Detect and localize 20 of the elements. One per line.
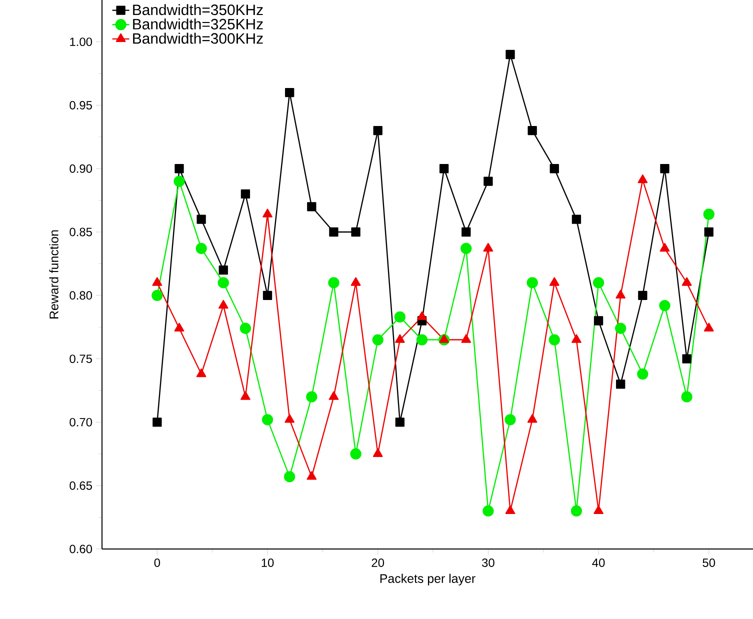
- x-tick-label: 10: [262, 558, 274, 567]
- x-tick-label: 20: [372, 558, 384, 567]
- x-tick-label: 40: [592, 558, 605, 567]
- y-tick-label: 0.85: [70, 228, 92, 236]
- x-tick-label: 0: [154, 558, 160, 567]
- y-axis-title: Reward function: [49, 230, 58, 318]
- y-tick-label: 0.80: [70, 291, 92, 300]
- x-tick-label: 50: [702, 558, 716, 567]
- x-axis-title: Packets per layer: [380, 574, 476, 586]
- y-tick-label: 0.75: [70, 354, 92, 364]
- legend-label: Bandwidth=350KHz: [133, 4, 263, 16]
- y-tick-label: 0.95: [70, 100, 92, 110]
- legend-label: Bandwidth=300KHz: [133, 32, 263, 44]
- legend-label: Bandwidth=325KHz: [133, 18, 263, 30]
- y-tick-label: 0.70: [70, 418, 92, 426]
- y-tick-label: 0.60: [70, 544, 92, 554]
- x-tick-label: 30: [482, 558, 494, 567]
- y-tick-label: 1.00: [70, 38, 92, 46]
- y-tick-label: 0.65: [70, 481, 92, 490]
- y-tick-label: 0.90: [70, 164, 92, 173]
